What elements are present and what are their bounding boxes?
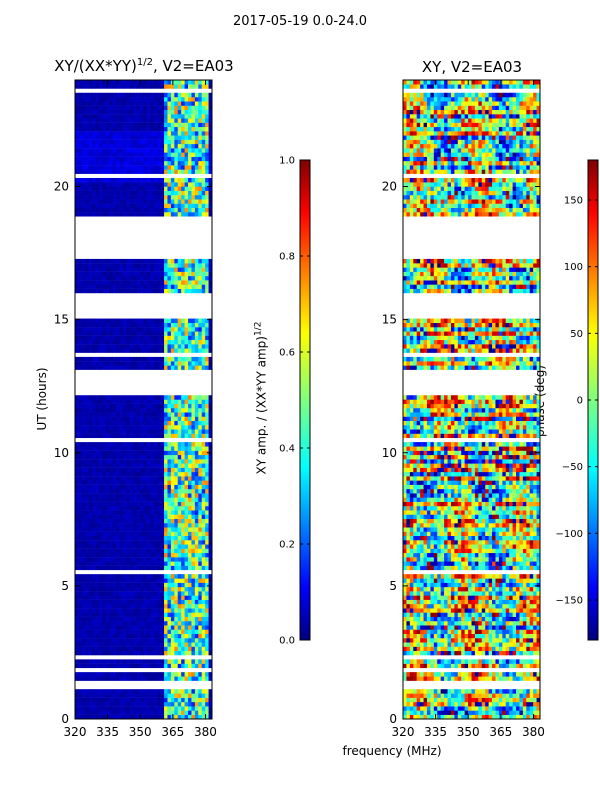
right-xtick-label: 380	[522, 725, 545, 739]
left-xtick-label: 365	[161, 725, 184, 739]
right-ytick-label: 0	[389, 712, 397, 726]
left-colorbar	[299, 159, 311, 641]
left-xtick-label: 320	[64, 725, 87, 739]
left-axes-frame	[74, 79, 213, 720]
right-ytick-label: 5	[389, 579, 397, 593]
left-ytick-label: 5	[61, 579, 69, 593]
left-colorbar-tick-label: 0.2	[279, 540, 295, 551]
left-colorbar-tick-label: 1.0	[279, 156, 295, 167]
left-colorbar-tick-label: 0.8	[279, 252, 295, 263]
right-xtick-label: 365	[489, 725, 512, 739]
left-ytick-label: 20	[54, 180, 69, 194]
right-xtick-label: 350	[457, 725, 480, 739]
right-colorbar-tick-label: −150	[556, 596, 583, 607]
right-ytick-label: 15	[382, 313, 397, 327]
shared-xlabel: frequency (MHz)	[342, 744, 442, 758]
right-colorbar-tick-label: −50	[562, 462, 583, 473]
right-xtick-label: 335	[424, 725, 447, 739]
right-colorbar-tick-label: 150	[564, 196, 583, 207]
right-colorbar-tick-label: 100	[564, 262, 583, 273]
right-colorbar-tick-label: −100	[556, 529, 583, 540]
figure-suptitle: 2017-05-19 0.0-24.0	[233, 14, 367, 29]
left-ytick-label: 10	[54, 446, 69, 460]
right-axes-frame	[402, 79, 541, 720]
right-xtick-label: 320	[392, 725, 415, 739]
left-xtick-label: 350	[129, 725, 152, 739]
left-colorbar-tick-label: 0.0	[279, 636, 295, 647]
left-colorbar-tick-label: 0.6	[279, 348, 295, 359]
left-ytick-label: 15	[54, 313, 69, 327]
right-colorbar-tick-label: 50	[570, 329, 583, 340]
left-colorbar-tick-label: 0.4	[279, 444, 295, 455]
right-panel-title: XY, V2=EA03	[421, 58, 523, 76]
right-colorbar-tick-label: 0	[577, 396, 583, 407]
right-ytick-label: 10	[382, 446, 397, 460]
right-ytick-label: 20	[382, 180, 397, 194]
left-ytick-label: 0	[61, 712, 69, 726]
right-heatmap	[403, 80, 540, 719]
left-panel-title: XY/(XX*YY)1/2, V2=EA03	[54, 57, 234, 75]
left-xtick-label: 380	[194, 725, 217, 739]
left-xtick-label: 335	[96, 725, 119, 739]
left-heatmap	[75, 80, 212, 719]
